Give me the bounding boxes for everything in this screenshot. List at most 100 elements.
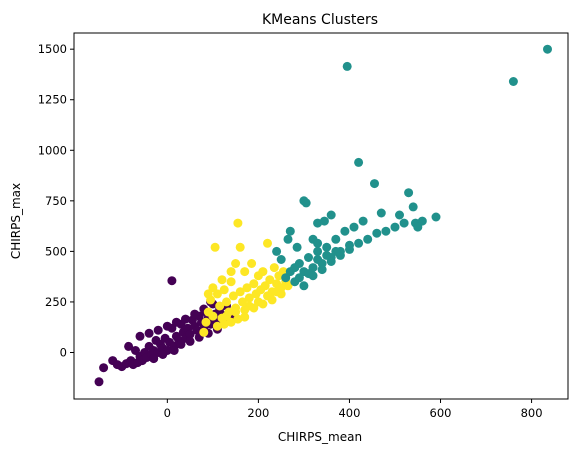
cluster-2-point [285,226,295,236]
x-tick-label: 400 [338,406,360,420]
cluster-0-point [158,350,168,359]
cluster-1-point [247,259,257,268]
y-tick-label: 0 [60,345,67,359]
cluster-1-point [233,218,243,228]
cluster-0-point [181,314,190,324]
cluster-0-point [169,346,179,355]
cluster-2-point [290,263,300,273]
cluster-0-point [135,331,145,341]
cluster-2-point [304,253,313,262]
cluster-2-point [342,61,352,71]
cluster-1-point [240,312,250,322]
cluster-1-point [235,287,245,297]
x-tick-label: 0 [164,406,171,420]
cluster-2-point [301,198,311,208]
cluster-2-point [370,179,379,189]
cluster-1-point [201,317,211,327]
cluster-2-point [313,218,323,228]
cluster-2-point [376,208,386,218]
cluster-1-point [235,242,245,252]
cluster-1-point [226,317,236,327]
chart-title: KMeans Clusters [262,12,378,28]
cluster-1-point [283,281,293,291]
y-tick-label: 1500 [38,42,67,56]
cluster-1-point [263,238,272,248]
cluster-0-point [176,339,186,349]
cluster-0-point [190,309,200,319]
cluster-2-point [299,281,309,291]
cluster-0-point [149,354,159,364]
cluster-2-point [322,250,332,260]
cluster-0-point [167,276,177,286]
cluster-2-point [313,255,323,264]
cluster-1-point [244,293,254,303]
cluster-1-point [203,289,213,299]
cluster-0-point [192,325,202,335]
cluster-1-point [231,259,241,268]
x-tick-label: 600 [430,406,452,420]
plot-frame [73,32,569,400]
cluster-0-point [162,321,172,331]
cluster-1-point [258,267,268,277]
x-axis-label: CHIRPS_mean [278,430,362,444]
y-tick-label: 1250 [38,93,67,107]
cluster-1-point [210,242,220,252]
cluster-0-point [99,363,109,373]
cluster-2-point [404,188,414,198]
y-tick-label: 250 [45,295,67,309]
cluster-2-point [283,234,293,244]
cluster-2-point [354,238,364,248]
cluster-2-point [349,222,359,232]
cluster-1-point [228,291,238,301]
cluster-1-point [226,277,236,287]
cluster-2-point [294,273,304,283]
cluster-1-point [265,275,275,285]
cluster-0-point [185,329,195,339]
cluster-2-point [363,234,373,244]
cluster-0-point [153,325,163,335]
cluster-0-point [94,377,104,387]
cluster-2-point [508,77,518,86]
y-axis-ticks: 0 250 500 750 1000 1250 1500 [38,42,74,359]
y-tick-label: 750 [45,194,67,208]
cluster-2-point [331,246,341,256]
cluster-0-point [171,317,181,327]
cluster-1-point [267,295,277,305]
points-layer [94,44,552,387]
cluster-2-point [331,234,341,244]
cluster-2-point [431,212,441,222]
cluster-2-point [408,202,418,212]
cluster-1-point [240,267,250,277]
cluster-1-point [219,285,229,295]
x-tick-label: 200 [247,406,269,420]
cluster-1-point [238,297,247,307]
cluster-2-point [413,222,423,232]
cluster-2-point [390,222,400,232]
cluster-1-point [260,281,270,291]
cluster-1-point [242,283,252,293]
y-tick-label: 500 [45,244,67,258]
x-axis-ticks: 0 200 400 600 800 [164,399,543,420]
cluster-1-point [269,263,279,273]
cluster-1-point [276,289,286,299]
cluster-1-point [249,279,259,289]
cluster-2-point [345,240,354,250]
cluster-2-point [281,273,291,283]
cluster-2-point [399,218,409,228]
cluster-1-point [219,319,229,329]
cluster-1-point [208,311,218,321]
cluster-1-point [226,267,236,277]
y-axis-label: CHIRPS_max [9,183,23,259]
cluster-1-point [222,311,231,321]
cluster-1-point [233,314,243,324]
cluster-1-point [258,299,268,309]
cluster-2-point [319,216,329,226]
cluster-2-point [543,44,552,54]
x-tick-label: 800 [521,406,543,420]
cluster-2-point [304,269,313,279]
cluster-2-point [395,210,404,220]
cluster-2-point [340,226,350,236]
cluster-0-point [185,336,195,346]
cluster-2-point [313,246,323,256]
cluster-2-point [381,226,391,236]
